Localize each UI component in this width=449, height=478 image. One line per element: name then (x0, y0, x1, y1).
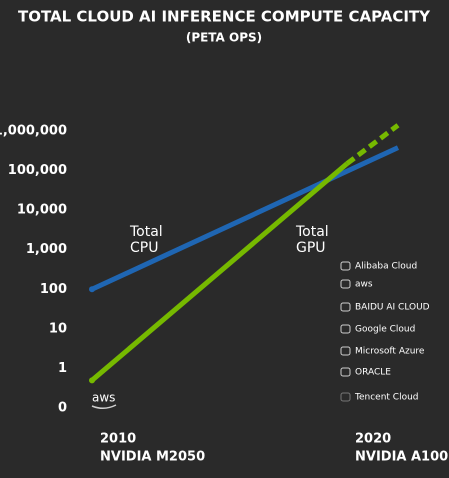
chart-subtitle: (PETA OPS) (186, 31, 262, 45)
x-tick-sublabel: NVIDIA A100 (355, 450, 448, 465)
x-tick-label: 2020 (355, 432, 391, 447)
provider-icon (340, 392, 351, 402)
y-tick-label: 100 (40, 282, 67, 297)
provider-icon (340, 324, 351, 334)
x-tick-sublabel: NVIDIA M2050 (100, 450, 205, 465)
y-tick-label: 10,000 (17, 203, 67, 218)
logo-smile (91, 404, 117, 409)
provider-logo: ORACLE (355, 368, 391, 378)
y-tick-label: 1 (58, 361, 67, 376)
series-label: Total GPU (296, 224, 329, 256)
y-tick-label: 1,000,000 (0, 124, 67, 139)
provider-logo: aws (355, 280, 373, 290)
series-label: Total CPU (130, 224, 163, 256)
provider-logo: aws (92, 391, 115, 405)
y-tick-label: 0 (58, 401, 67, 416)
y-tick-label: 1,000 (26, 242, 67, 257)
series-line (345, 123, 400, 166)
start-point (89, 377, 95, 384)
start-point (89, 286, 95, 293)
provider-icon (340, 302, 351, 312)
provider-icon (340, 261, 351, 271)
y-tick-label: 10 (49, 321, 67, 336)
provider-logo: Microsoft Azure (355, 347, 425, 357)
provider-icon (340, 346, 351, 356)
chart-title: TOTAL CLOUD AI INFERENCE COMPUTE CAPACIT… (18, 8, 431, 26)
provider-logo: BAIDU AI CLOUD (355, 303, 430, 313)
provider-logo: Google Cloud (355, 325, 415, 335)
provider-logo: Tencent Cloud (354, 393, 419, 403)
series-line (90, 161, 349, 383)
provider-icon (340, 367, 351, 377)
series-line (90, 145, 400, 292)
provider-logo: Alibaba Cloud (355, 262, 417, 272)
provider-icon (340, 279, 351, 289)
x-tick-label: 2010 (100, 432, 136, 447)
y-tick-label: 100,000 (8, 163, 67, 178)
